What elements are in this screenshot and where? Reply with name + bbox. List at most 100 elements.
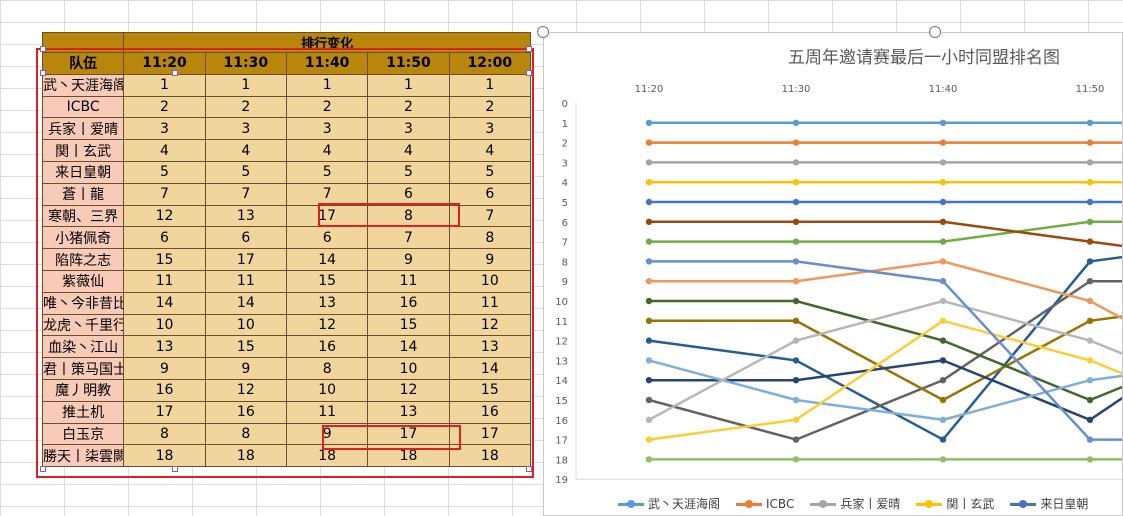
rank-cell[interactable]: 7 [123, 182, 206, 206]
team-name-cell[interactable]: 魔丿明教 [41, 378, 125, 402]
data-point[interactable] [792, 416, 800, 423]
rank-cell[interactable]: 13 [448, 335, 532, 359]
data-point[interactable] [645, 456, 653, 463]
rank-cell[interactable]: 5 [204, 160, 287, 184]
data-point[interactable] [645, 278, 653, 285]
data-point[interactable] [1086, 297, 1094, 305]
rank-cell[interactable]: 1 [204, 73, 287, 97]
rank-cell[interactable]: 7 [448, 204, 532, 228]
rank-cell[interactable]: 10 [367, 357, 450, 380]
rank-cell[interactable]: 12 [123, 204, 206, 228]
data-point[interactable] [792, 238, 800, 245]
data-point[interactable] [939, 159, 947, 166]
team-name-cell[interactable]: 推土机 [41, 400, 125, 424]
data-point[interactable] [939, 278, 947, 285]
team-name-cell[interactable]: 来日皇朝 [41, 160, 125, 184]
rank-cell[interactable]: 15 [448, 378, 532, 402]
data-point[interactable] [1086, 337, 1094, 344]
data-point[interactable] [792, 317, 800, 324]
data-point[interactable] [939, 396, 947, 404]
rank-cell[interactable]: 18 [285, 444, 369, 468]
rank-cell[interactable]: 2 [367, 95, 450, 119]
team-name-cell[interactable]: 勝天丨柒雲闕 [41, 444, 125, 468]
data-point[interactable] [792, 218, 800, 225]
rank-cell[interactable]: 15 [204, 335, 287, 359]
rank-cell[interactable]: 7 [285, 182, 369, 206]
data-point[interactable] [792, 278, 800, 285]
rank-cell[interactable]: 4 [448, 139, 532, 162]
time-column-header[interactable]: 11:50 [367, 52, 450, 75]
data-point[interactable] [1086, 396, 1094, 404]
rank-cell[interactable]: 10 [285, 378, 369, 402]
rank-cell[interactable]: 16 [448, 400, 532, 424]
data-point[interactable] [939, 198, 947, 206]
data-point[interactable] [1086, 278, 1094, 285]
data-point[interactable] [645, 436, 653, 443]
rank-cell[interactable]: 9 [448, 248, 532, 271]
data-point[interactable] [939, 317, 947, 324]
data-point[interactable] [792, 139, 800, 146]
rank-cell[interactable]: 14 [367, 335, 450, 359]
rank-cell[interactable]: 18 [367, 444, 450, 468]
rank-cell[interactable]: 10 [204, 313, 287, 337]
data-point[interactable] [645, 396, 653, 404]
data-point[interactable] [645, 238, 653, 245]
data-point[interactable] [645, 258, 653, 265]
rank-cell[interactable]: 13 [204, 204, 287, 228]
data-point[interactable] [645, 357, 653, 364]
rank-cell[interactable]: 17 [285, 204, 369, 228]
rank-cell[interactable]: 18 [204, 444, 287, 468]
team-name-cell[interactable]: 武丶天涯海阁 [41, 73, 125, 97]
data-point[interactable] [939, 416, 947, 423]
team-name-cell[interactable]: 蒼丨龍 [41, 182, 125, 206]
time-column-header[interactable]: 11:20 [123, 52, 206, 75]
team-name-cell[interactable]: 紫薇仙 [41, 269, 125, 293]
data-point[interactable] [1086, 258, 1094, 265]
rank-cell[interactable]: 17 [123, 400, 206, 424]
rank-cell[interactable]: 13 [367, 400, 450, 424]
rank-cell[interactable]: 1 [367, 73, 450, 97]
data-point[interactable] [792, 198, 800, 206]
rank-cell[interactable]: 13 [285, 291, 369, 315]
rank-cell[interactable]: 15 [367, 313, 450, 337]
rank-cell[interactable]: 6 [285, 226, 369, 250]
rank-cell[interactable]: 5 [367, 160, 450, 184]
rank-cell[interactable]: 1 [123, 73, 206, 97]
data-point[interactable] [1086, 416, 1094, 423]
rank-cell[interactable]: 8 [448, 226, 532, 250]
data-point[interactable] [645, 337, 653, 344]
data-point[interactable] [792, 258, 800, 265]
data-point[interactable] [939, 218, 947, 225]
legend-entry[interactable]: 来日皇朝 [1010, 495, 1088, 512]
rank-cell[interactable]: 6 [123, 226, 206, 250]
rank-cell[interactable]: 8 [367, 204, 450, 228]
ranking-table-region[interactable]: 排行变化 队伍 11:20 11:30 11:40 11:50 12:00 武丶… [41, 32, 532, 468]
rank-cell[interactable]: 14 [448, 357, 532, 380]
team-name-cell[interactable]: ICBC [41, 95, 125, 119]
rank-cell[interactable]: 7 [204, 182, 287, 206]
ranking-table[interactable]: 排行变化 队伍 11:20 11:30 11:40 11:50 12:00 武丶… [41, 32, 532, 468]
rank-cell[interactable]: 15 [123, 248, 206, 271]
rank-cell[interactable]: 12 [367, 378, 450, 402]
rank-cell[interactable]: 17 [204, 248, 287, 271]
rank-cell[interactable]: 8 [285, 357, 369, 380]
rank-cell[interactable]: 6 [367, 182, 450, 206]
rank-cell[interactable]: 18 [448, 444, 532, 468]
rank-cell[interactable]: 14 [285, 248, 369, 271]
rank-cell[interactable]: 3 [448, 117, 532, 141]
rank-cell[interactable]: 8 [204, 422, 287, 446]
rank-cell[interactable]: 14 [123, 291, 206, 315]
rank-cell[interactable]: 3 [367, 117, 450, 141]
rank-cell[interactable]: 2 [123, 95, 206, 119]
data-point[interactable] [1086, 139, 1094, 146]
rank-cell[interactable]: 5 [448, 160, 532, 184]
data-point[interactable] [939, 436, 947, 443]
rank-cell[interactable]: 4 [367, 139, 450, 162]
group-header-cell[interactable]: 排行变化 [123, 32, 531, 53]
rank-cell[interactable]: 13 [123, 335, 206, 359]
data-point[interactable] [792, 456, 800, 463]
rank-cell[interactable]: 16 [285, 335, 369, 359]
rank-cell[interactable]: 11 [367, 269, 450, 293]
